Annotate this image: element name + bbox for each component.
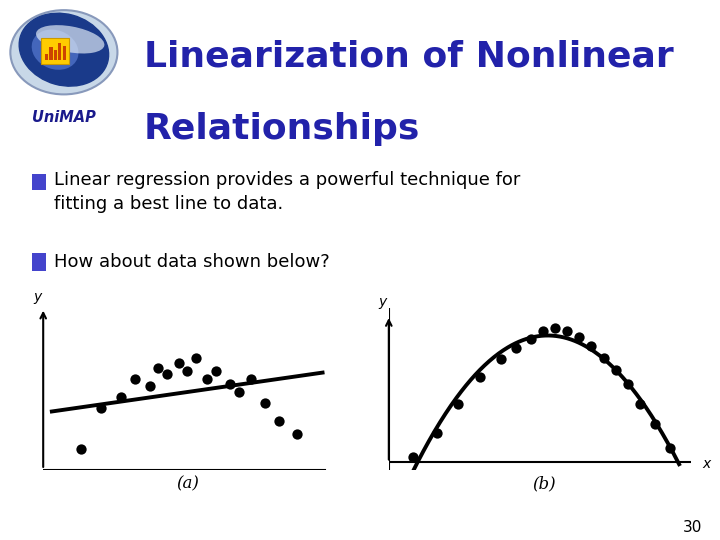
Point xyxy=(585,342,597,350)
Point xyxy=(634,399,646,408)
Point xyxy=(190,354,202,362)
FancyBboxPatch shape xyxy=(41,38,69,64)
Point xyxy=(622,380,634,389)
Ellipse shape xyxy=(19,13,109,86)
Text: (a): (a) xyxy=(176,476,199,492)
Point xyxy=(173,359,184,367)
Bar xyxy=(50,47,53,60)
Point xyxy=(495,355,506,363)
Point xyxy=(431,429,443,437)
Ellipse shape xyxy=(36,25,104,53)
Text: x: x xyxy=(702,457,711,471)
Point xyxy=(525,334,536,343)
Text: y: y xyxy=(33,291,42,305)
Bar xyxy=(32,174,45,190)
Point xyxy=(144,381,156,390)
Point xyxy=(649,420,661,428)
Point xyxy=(510,343,521,352)
Text: Relationships: Relationships xyxy=(144,112,420,146)
Text: Linear regression provides a powerful technique for: Linear regression provides a powerful te… xyxy=(55,171,521,189)
Bar xyxy=(58,43,61,60)
Point xyxy=(562,327,573,336)
Point xyxy=(245,375,256,383)
Point xyxy=(225,380,236,388)
Point xyxy=(549,324,561,333)
Point xyxy=(274,417,285,426)
Point xyxy=(130,375,141,383)
Point xyxy=(115,393,127,401)
Point xyxy=(161,370,173,379)
Point xyxy=(75,444,86,453)
Ellipse shape xyxy=(10,10,117,94)
Point xyxy=(598,354,609,362)
Point xyxy=(537,327,549,336)
Point xyxy=(202,375,213,383)
Text: y: y xyxy=(379,295,387,309)
Point xyxy=(233,388,245,396)
Bar xyxy=(63,46,66,60)
Point xyxy=(453,399,464,408)
Point xyxy=(259,399,271,408)
Ellipse shape xyxy=(32,30,78,70)
Text: (b): (b) xyxy=(532,476,555,492)
Point xyxy=(181,367,193,375)
Text: Linearization of Nonlinear: Linearization of Nonlinear xyxy=(144,39,674,73)
Point xyxy=(95,404,107,413)
Bar xyxy=(54,50,57,60)
Text: How about data shown below?: How about data shown below? xyxy=(55,253,330,271)
Point xyxy=(474,373,485,381)
Text: UniMAP: UniMAP xyxy=(32,110,96,125)
Bar xyxy=(45,53,48,60)
Point xyxy=(153,363,164,372)
Point xyxy=(291,430,302,438)
Text: 30: 30 xyxy=(683,520,702,535)
Point xyxy=(665,443,676,452)
Bar xyxy=(32,253,45,271)
Point xyxy=(574,333,585,342)
Point xyxy=(210,367,222,375)
Point xyxy=(610,366,621,374)
Text: fitting a best line to data.: fitting a best line to data. xyxy=(55,195,284,213)
Point xyxy=(408,452,419,461)
